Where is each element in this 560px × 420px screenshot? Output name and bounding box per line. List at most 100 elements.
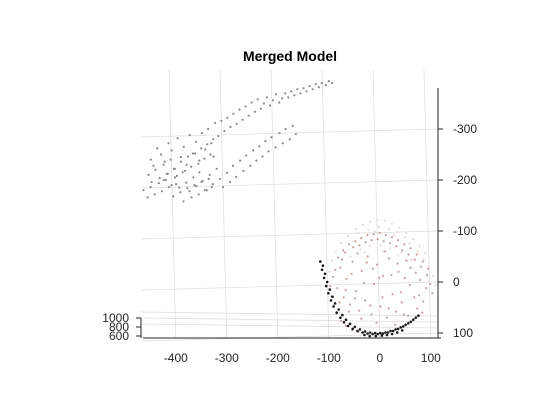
x-grid-line	[168, 69, 177, 339]
data-point	[374, 334, 378, 338]
y-grid-line	[140, 179, 439, 189]
data-point	[390, 236, 394, 239]
data-point	[336, 287, 339, 290]
data-point	[339, 242, 343, 245]
data-point	[149, 186, 152, 189]
data-point	[354, 240, 357, 243]
data-point	[327, 80, 330, 83]
data-point	[337, 308, 341, 311]
data-point	[232, 112, 235, 115]
data-point	[390, 273, 393, 276]
data-point	[329, 299, 333, 302]
data-point	[335, 311, 339, 314]
data-point	[422, 300, 425, 303]
data-point	[344, 289, 347, 292]
data-point	[184, 169, 187, 172]
data-point	[395, 331, 399, 334]
tick-labels: -400 -300 -200 -100 0 100 -300 -200 -100 0 100 1000…	[102, 122, 477, 365]
data-point	[332, 305, 335, 308]
data-point	[342, 321, 346, 324]
data-point	[178, 186, 181, 189]
data-point	[395, 230, 399, 234]
data-points	[142, 80, 437, 338]
data-point	[397, 254, 400, 257]
data-point	[376, 332, 380, 336]
data-point	[353, 297, 356, 300]
data-point	[363, 333, 366, 337]
data-point	[259, 107, 262, 110]
data-point	[331, 295, 334, 299]
data-point	[383, 250, 387, 253]
data-point	[284, 127, 287, 131]
data-point	[396, 262, 399, 265]
data-point	[179, 156, 182, 159]
data-point	[203, 189, 206, 192]
data-point	[384, 234, 387, 237]
data-point	[188, 134, 191, 137]
x-grid-line	[423, 69, 432, 339]
data-point	[339, 266, 342, 269]
data-point	[360, 237, 363, 240]
data-point	[388, 242, 392, 245]
data-point	[231, 164, 235, 167]
data-point	[410, 258, 413, 261]
data-point	[291, 124, 294, 127]
data-point	[361, 331, 364, 334]
data-point	[172, 167, 175, 170]
data-point	[238, 108, 241, 111]
data-point	[371, 332, 375, 336]
data-point	[245, 154, 248, 157]
data-point	[408, 284, 411, 287]
data-point	[397, 270, 400, 273]
data-point	[320, 82, 323, 85]
data-point	[249, 164, 252, 167]
data-point	[418, 294, 421, 297]
data-point	[400, 329, 404, 332]
data-point	[403, 276, 406, 279]
data-point	[157, 182, 160, 185]
data-point	[429, 282, 432, 286]
data-point	[377, 225, 380, 228]
data-point	[215, 167, 218, 170]
data-point	[229, 125, 232, 129]
data-point	[332, 275, 335, 278]
data-point	[404, 236, 407, 239]
data-point	[324, 84, 327, 87]
data-point	[265, 96, 268, 99]
data-point	[198, 159, 201, 162]
data-point	[356, 252, 359, 255]
data-point	[366, 234, 369, 237]
data-point	[321, 264, 325, 268]
data-point	[363, 251, 366, 254]
data-point	[206, 143, 209, 146]
data-point	[376, 218, 379, 221]
data-point	[158, 176, 161, 180]
data-point	[419, 265, 422, 268]
data-point	[156, 147, 159, 150]
data-point	[270, 136, 273, 139]
y-grid-line	[140, 281, 439, 291]
data-point	[214, 121, 217, 124]
data-point	[239, 159, 242, 162]
data-point	[421, 260, 424, 263]
data-point	[408, 242, 411, 245]
data-point	[370, 313, 373, 316]
data-point	[381, 332, 385, 335]
data-point	[387, 227, 390, 231]
data-point	[169, 158, 172, 161]
data-point	[376, 238, 379, 241]
data-point	[392, 234, 396, 237]
data-point	[185, 163, 188, 166]
data-point	[379, 305, 382, 308]
data-point	[367, 228, 370, 232]
data-point	[299, 92, 302, 95]
data-point	[385, 316, 388, 319]
data-point	[211, 183, 214, 186]
data-point	[250, 101, 253, 104]
data-point	[390, 222, 393, 225]
data-point	[369, 220, 372, 223]
data-point	[186, 187, 189, 190]
data-point	[323, 272, 327, 276]
data-point	[394, 328, 397, 331]
z-grid-line	[140, 323, 439, 329]
